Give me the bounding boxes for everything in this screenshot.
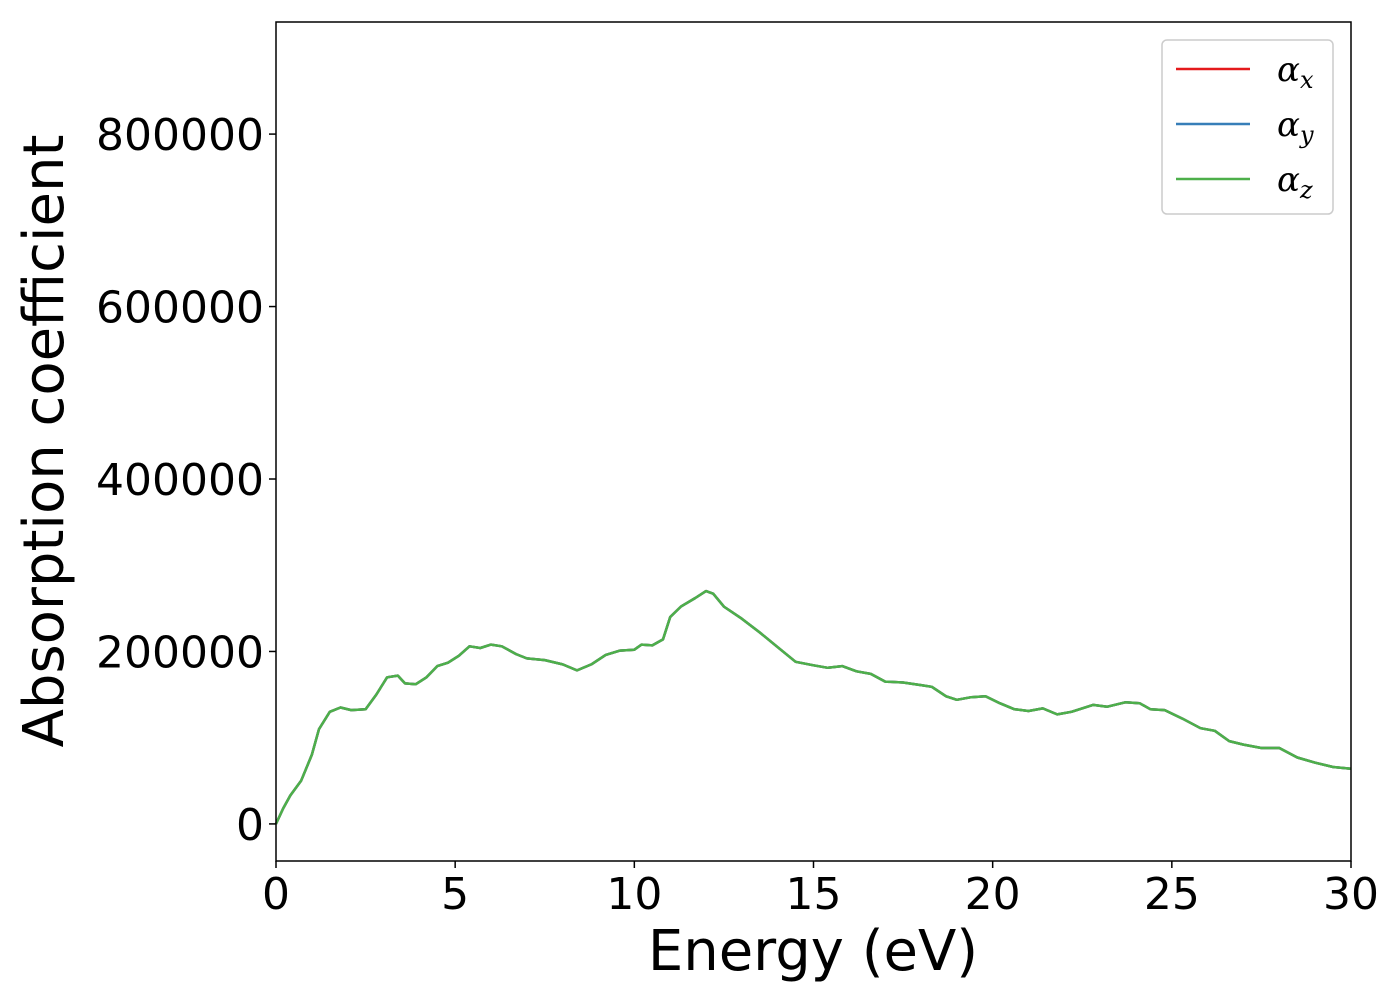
series-layer — [274, 589, 1352, 825]
x-tick-label: 0 — [262, 869, 290, 920]
y-tick-label: 400000 — [96, 455, 264, 506]
y-tick-label: 0 — [236, 800, 264, 851]
x-axis: 0 5 10 15 20 25 30 — [262, 861, 1379, 920]
x-tick-label: 20 — [965, 869, 1021, 920]
legend-label-z: αz — [1277, 160, 1313, 204]
x-tick-label: 30 — [1323, 869, 1379, 920]
legend-label-y: αy — [1277, 105, 1314, 149]
series-line-z — [274, 589, 1352, 825]
x-tick-label: 5 — [441, 869, 469, 920]
y-axis: 0 200000 400000 600000 800000 — [96, 110, 276, 851]
x-tick-label: 25 — [1144, 869, 1200, 920]
y-tick-label: 800000 — [96, 110, 264, 161]
legend-box — [1161, 39, 1334, 215]
legend-label-x: αx — [1277, 50, 1314, 94]
y-axis-label: Absorption coefficient — [12, 135, 77, 748]
x-tick-label: 15 — [786, 869, 842, 920]
y-tick-label: 600000 — [96, 283, 264, 334]
legend: αx αy αz — [1161, 39, 1334, 215]
x-tick-label: 10 — [606, 869, 662, 920]
y-tick-label: 200000 — [96, 627, 264, 678]
x-axis-label: Energy (eV) — [648, 919, 978, 984]
